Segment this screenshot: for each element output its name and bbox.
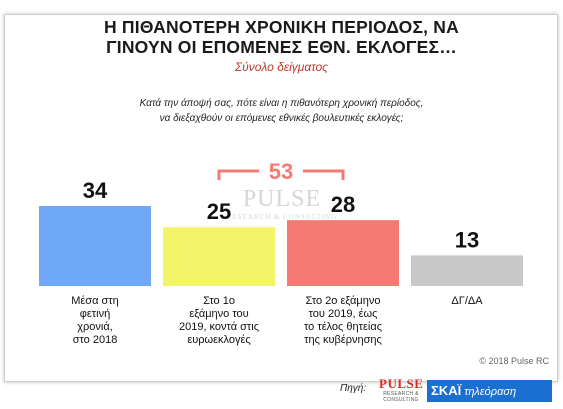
- title-line-2: ΓΙΝΟΥΝ ΟΙ ΕΠΟΜΕΝΕΣ ΕΘΝ. ΕΚΛΟΓΕΣ…: [106, 37, 457, 57]
- skai-logo-subtext: τηλεόραση: [464, 386, 517, 398]
- category-label-line: 2019, κοντά στις: [178, 321, 260, 333]
- category-label-line: Μέσα στη: [71, 295, 119, 307]
- pulse-logo-text: PULSE: [379, 376, 424, 391]
- chart-frame: [4, 14, 558, 382]
- survey-question: Κατά την άποψή σας, πότε είναι η πιθανότ…: [0, 96, 563, 126]
- category-label-4: ΔΓ/ΔΑ: [411, 295, 523, 308]
- question-line-1: Κατά την άποψή σας, πότε είναι η πιθανότ…: [139, 98, 424, 109]
- bar-1: [39, 206, 151, 286]
- sum-bracket: 53: [217, 159, 345, 184]
- category-label-line: το τέλος θητείας: [303, 321, 382, 333]
- bar-value-label-1: 34: [83, 178, 108, 203]
- category-label-1: Μέσα στη φετινή χρονιά, στο 2018: [39, 295, 151, 347]
- bar-4: [411, 255, 523, 286]
- bracket-line: [217, 169, 345, 180]
- chart-title: Η ΠΙΘΑΝΟΤΕΡΗ ΧΡΟΝΙΚΗ ΠΕΡΙΟΔΟΣ, ΝΑ ΓΙΝΟΥΝ…: [0, 17, 563, 57]
- category-label-line: ΔΓ/ΔΑ: [451, 295, 483, 307]
- category-label-line: φετινή: [79, 308, 111, 320]
- category-label-line: στο 2018: [72, 334, 118, 346]
- title-line-1: Η ΠΙΘΑΝΟΤΕΡΗ ΧΡΟΝΙΚΗ ΠΕΡΙΟΔΟΣ, ΝΑ: [104, 17, 459, 37]
- bracket-sum-label: 53: [269, 159, 293, 184]
- category-label-line: της κυβέρνησης: [304, 334, 382, 346]
- pulse-watermark: PULSE: [242, 186, 322, 212]
- category-label-line: Στο 2ο εξάμηνο: [305, 295, 381, 307]
- category-label-line: χρονιά,: [77, 321, 113, 333]
- bar-value-label-3: 28: [331, 192, 355, 217]
- bars: [39, 206, 523, 286]
- pulse-watermark-sub: RESEARCH & CONSULTING: [226, 213, 338, 221]
- value-labels: 34 25 28 13: [83, 178, 479, 252]
- bar-value-label-2: 25: [207, 199, 231, 224]
- category-label-3: Στο 2ο εξάμηνο του 2019, έως το τέλος θητε…: [287, 295, 399, 347]
- category-label-line: του 2019, έως: [308, 308, 378, 320]
- bar-3: [287, 220, 399, 286]
- question-line-2: να διεξαχθούν οι επόμενες εθνικές βουλευ…: [159, 113, 404, 124]
- pulse-logo: PULSE RESEARCH & CONSULTING: [379, 377, 423, 405]
- chart-subtitle: Σύνολο δείγματος: [234, 60, 329, 74]
- source-label: Πηγή:: [340, 383, 367, 394]
- copyright-note: © 2018 Pulse RC: [479, 356, 549, 366]
- bar-2: [163, 227, 275, 286]
- skai-logo-text: ΣΚΑΪ: [431, 383, 462, 398]
- category-label-line: ευρωεκλογές: [187, 334, 251, 346]
- bar-value-label-4: 13: [455, 227, 479, 252]
- pulse-logo-subtext: RESEARCH & CONSULTING: [383, 391, 419, 403]
- skai-logo: ΣΚΑΪ τηλεόραση: [427, 380, 552, 402]
- category-label-line: Στο 1ο: [203, 295, 235, 307]
- category-label-line: εξάμηνο του: [189, 308, 249, 320]
- category-label-2: Στο 1ο εξάμηνο του 2019, κοντά στις ευρωεκλ…: [163, 295, 275, 347]
